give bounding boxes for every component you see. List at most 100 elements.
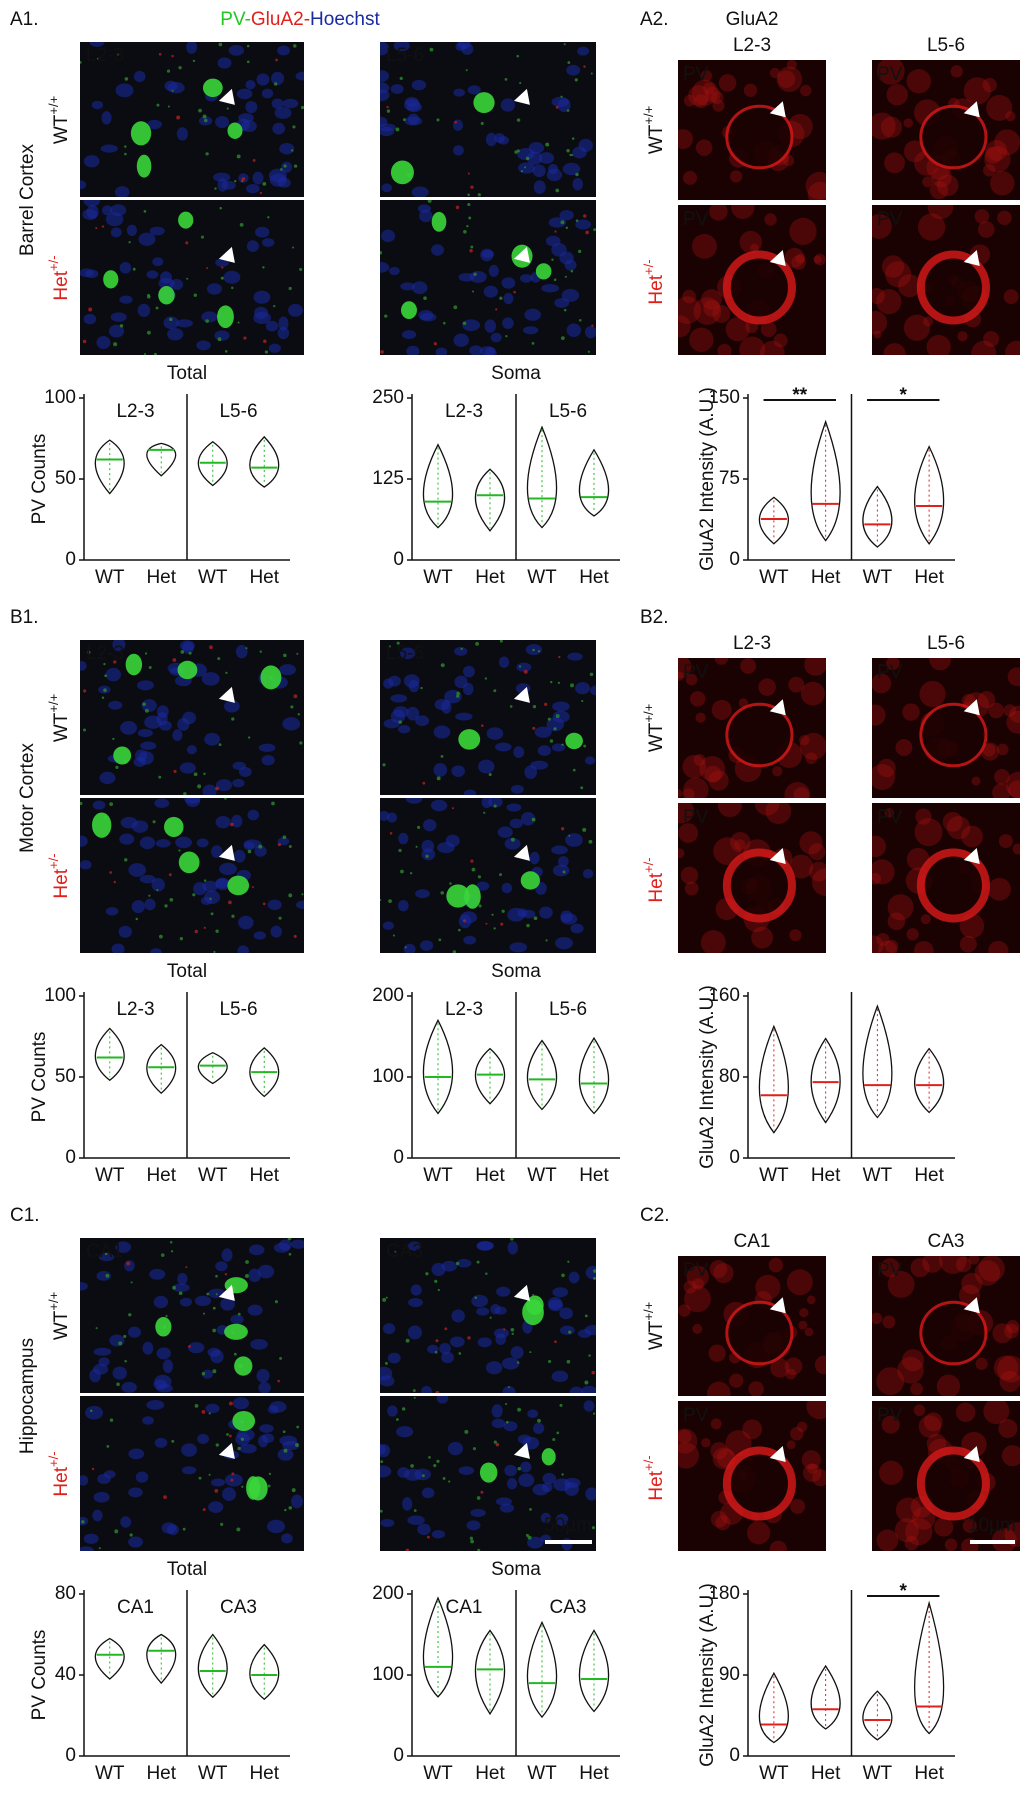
speck: [591, 324, 594, 327]
speck: [551, 258, 554, 261]
pv-cell: [479, 1462, 498, 1483]
glua2-blob: [711, 699, 732, 720]
nucleus: [401, 330, 417, 340]
nucleus: [83, 313, 97, 325]
speck: [118, 1341, 123, 1346]
micrograph-content: [380, 200, 596, 355]
chart-title: Total: [167, 363, 207, 384]
micrograph-content: [380, 798, 596, 953]
glua2-blob: [988, 940, 1009, 953]
speck: [554, 1340, 557, 1343]
nucleus: [83, 155, 100, 168]
speck: [503, 1328, 506, 1331]
speck: [206, 1292, 210, 1296]
glua2-blob: [683, 170, 698, 185]
nucleus: [546, 717, 565, 732]
nucleus: [455, 42, 467, 51]
speck: [201, 1410, 206, 1414]
speck: [516, 54, 520, 58]
x-tick-label: WT: [423, 1165, 453, 1186]
glua2-blob: [784, 247, 805, 268]
nucleus: [524, 308, 541, 321]
glua2-blob: [796, 1421, 808, 1433]
speck: [288, 844, 292, 848]
nucleus: [121, 1381, 137, 1393]
nucleus: [93, 1491, 110, 1503]
glua2-blob: [997, 210, 1012, 226]
tile-label: L5-6: [386, 643, 424, 664]
pv-cell: [178, 211, 194, 229]
glua2-blob: [701, 289, 722, 310]
speck: [423, 296, 427, 300]
nucleus: [529, 851, 540, 865]
glua2-blob: [799, 831, 823, 855]
speck: [185, 241, 189, 245]
glua2-blob: [787, 113, 813, 140]
violin: [249, 1643, 280, 1701]
nucleus: [403, 98, 421, 111]
genotype: WT: [646, 1320, 667, 1350]
x-tick-label: Het: [579, 567, 609, 588]
nucleus: [469, 271, 487, 283]
glua2-blob: [872, 288, 885, 305]
nucleus: [502, 317, 514, 329]
nucleus: [387, 1352, 401, 1364]
speck: [119, 324, 124, 328]
glua2-blob: [1012, 843, 1020, 855]
nucleus: [476, 1241, 493, 1251]
glua2-blob: [904, 1536, 919, 1551]
speck: [514, 150, 518, 154]
speck: [544, 702, 548, 707]
speck: [155, 306, 159, 310]
nucleus: [96, 1271, 112, 1281]
speck: [456, 691, 460, 696]
speck: [262, 181, 267, 186]
arrowhead: [513, 88, 530, 105]
speck: [396, 1418, 399, 1421]
speck: [388, 899, 392, 904]
glua2-blob: [712, 99, 725, 112]
nucleus: [570, 923, 584, 934]
glua2-blob: [942, 811, 963, 832]
nucleus: [380, 1375, 395, 1387]
glua2-blob: [813, 255, 822, 264]
nucleus: [402, 1497, 413, 1511]
glua2-blob: [884, 152, 905, 174]
glua2-blob: [806, 1401, 826, 1420]
speck: [583, 65, 586, 68]
glua2-blob: [962, 1518, 977, 1533]
speck: [556, 1431, 560, 1435]
nucleus: [167, 1524, 179, 1536]
genotype-label: WT+/+: [46, 96, 72, 144]
glua2-blob: [798, 1320, 808, 1330]
nucleus: [295, 71, 304, 81]
speck: [563, 43, 566, 46]
glua2-blob: [684, 1285, 711, 1313]
nucleus: [119, 295, 133, 304]
glua2-blob: [955, 1402, 976, 1423]
speck: [206, 267, 209, 270]
y-tick-label: 0: [65, 1147, 76, 1168]
speck: [158, 934, 163, 939]
speck: [218, 743, 222, 747]
nucleus: [469, 345, 483, 355]
nucleus: [381, 183, 393, 193]
speck: [215, 1274, 218, 1278]
speck: [143, 209, 147, 213]
nucleus: [137, 728, 153, 738]
nucleus: [96, 336, 111, 349]
speck: [401, 1407, 406, 1411]
nucleus: [538, 152, 555, 164]
nucleus: [380, 42, 390, 56]
speck: [455, 205, 460, 210]
nucleus: [583, 1400, 595, 1412]
speck: [438, 938, 442, 942]
nucleus: [552, 701, 570, 712]
nucleus: [175, 836, 192, 849]
speck: [96, 57, 100, 60]
speck: [537, 650, 541, 653]
speck: [593, 1276, 596, 1280]
glua2-blob: [700, 930, 726, 953]
speck: [386, 109, 391, 113]
x-tick-label: Het: [146, 567, 176, 588]
